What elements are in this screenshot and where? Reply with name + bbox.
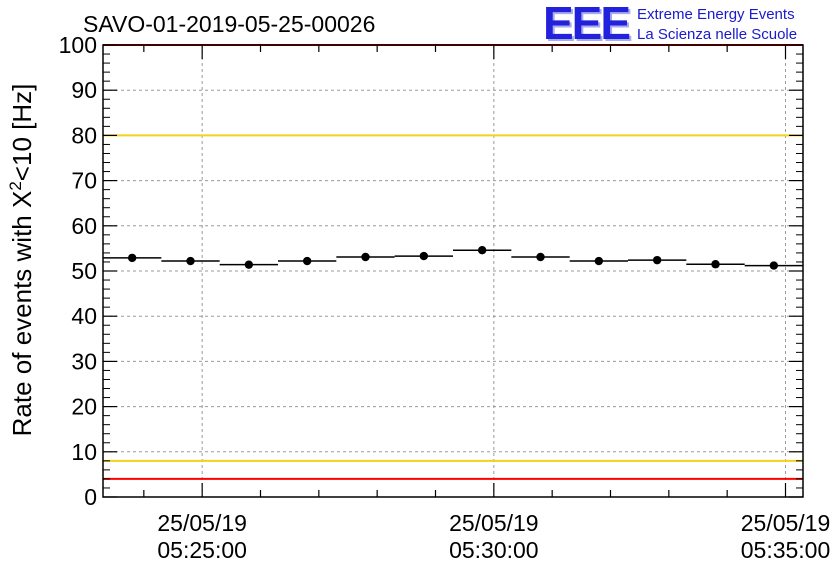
data-point xyxy=(711,260,720,269)
plot-frame xyxy=(102,44,804,498)
data-point xyxy=(186,256,195,266)
y-axis-label: Rate of events with X2<10 [Hz] xyxy=(6,84,37,437)
y-tick-label: 70 xyxy=(71,168,97,194)
data-point xyxy=(302,256,312,266)
data-point xyxy=(652,255,662,265)
chart-title: SAVO-01-2019-05-25-00026 xyxy=(83,11,375,37)
data-point xyxy=(419,251,429,261)
x-tick-labels: 25/05/1905:25:0025/05/1905:30:0025/05/19… xyxy=(157,510,830,563)
data-point xyxy=(477,246,487,255)
reference-lines xyxy=(103,44,803,480)
data-point xyxy=(594,256,604,266)
y-tick-label: 60 xyxy=(71,213,97,239)
logo-line-2: La Scienza nelle Scuole xyxy=(637,26,798,43)
y-tick-label: 80 xyxy=(71,122,97,148)
y-tick-label: 50 xyxy=(71,258,97,284)
data-point xyxy=(361,252,370,262)
x-tick-label-date: 25/05/19 xyxy=(157,510,247,536)
eee-logo: EEE Extreme Energy Events La Scienza nel… xyxy=(541,0,831,49)
y-tick-label: 0 xyxy=(84,484,97,510)
y-axis-label-suffix: <10 [Hz] xyxy=(7,84,37,182)
logo-line-1: Extreme Energy Events xyxy=(637,6,795,23)
y-tick-label: 90 xyxy=(71,77,97,103)
y-tick-labels: 0 10 20 30 40 50 60 70 80 90 100 xyxy=(59,32,97,510)
x-tick-label-time: 05:35:00 xyxy=(741,537,831,563)
x-tick-label-date: 25/05/19 xyxy=(741,510,831,536)
y-tick-label: 30 xyxy=(71,348,97,374)
data-point xyxy=(127,253,137,263)
data-point xyxy=(244,260,254,269)
data-points xyxy=(103,246,803,270)
data-point xyxy=(769,261,779,270)
y-tick-label: 10 xyxy=(71,439,97,465)
x-tick-label-time: 05:30:00 xyxy=(449,537,539,563)
x-tick-label-time: 05:25:00 xyxy=(157,537,247,563)
x-tick-label-date: 25/05/19 xyxy=(449,510,539,536)
y-axis-label-prefix: Rate of events with X xyxy=(7,191,37,437)
y-tick-label: 100 xyxy=(59,32,97,58)
y-axis-label-sup: 2 xyxy=(6,181,25,190)
data-point xyxy=(536,252,545,262)
y-tick-label: 40 xyxy=(71,303,97,329)
eee-logo-mark: EEE xyxy=(543,0,631,49)
grid xyxy=(103,45,803,497)
y-tick-label: 20 xyxy=(71,394,97,420)
